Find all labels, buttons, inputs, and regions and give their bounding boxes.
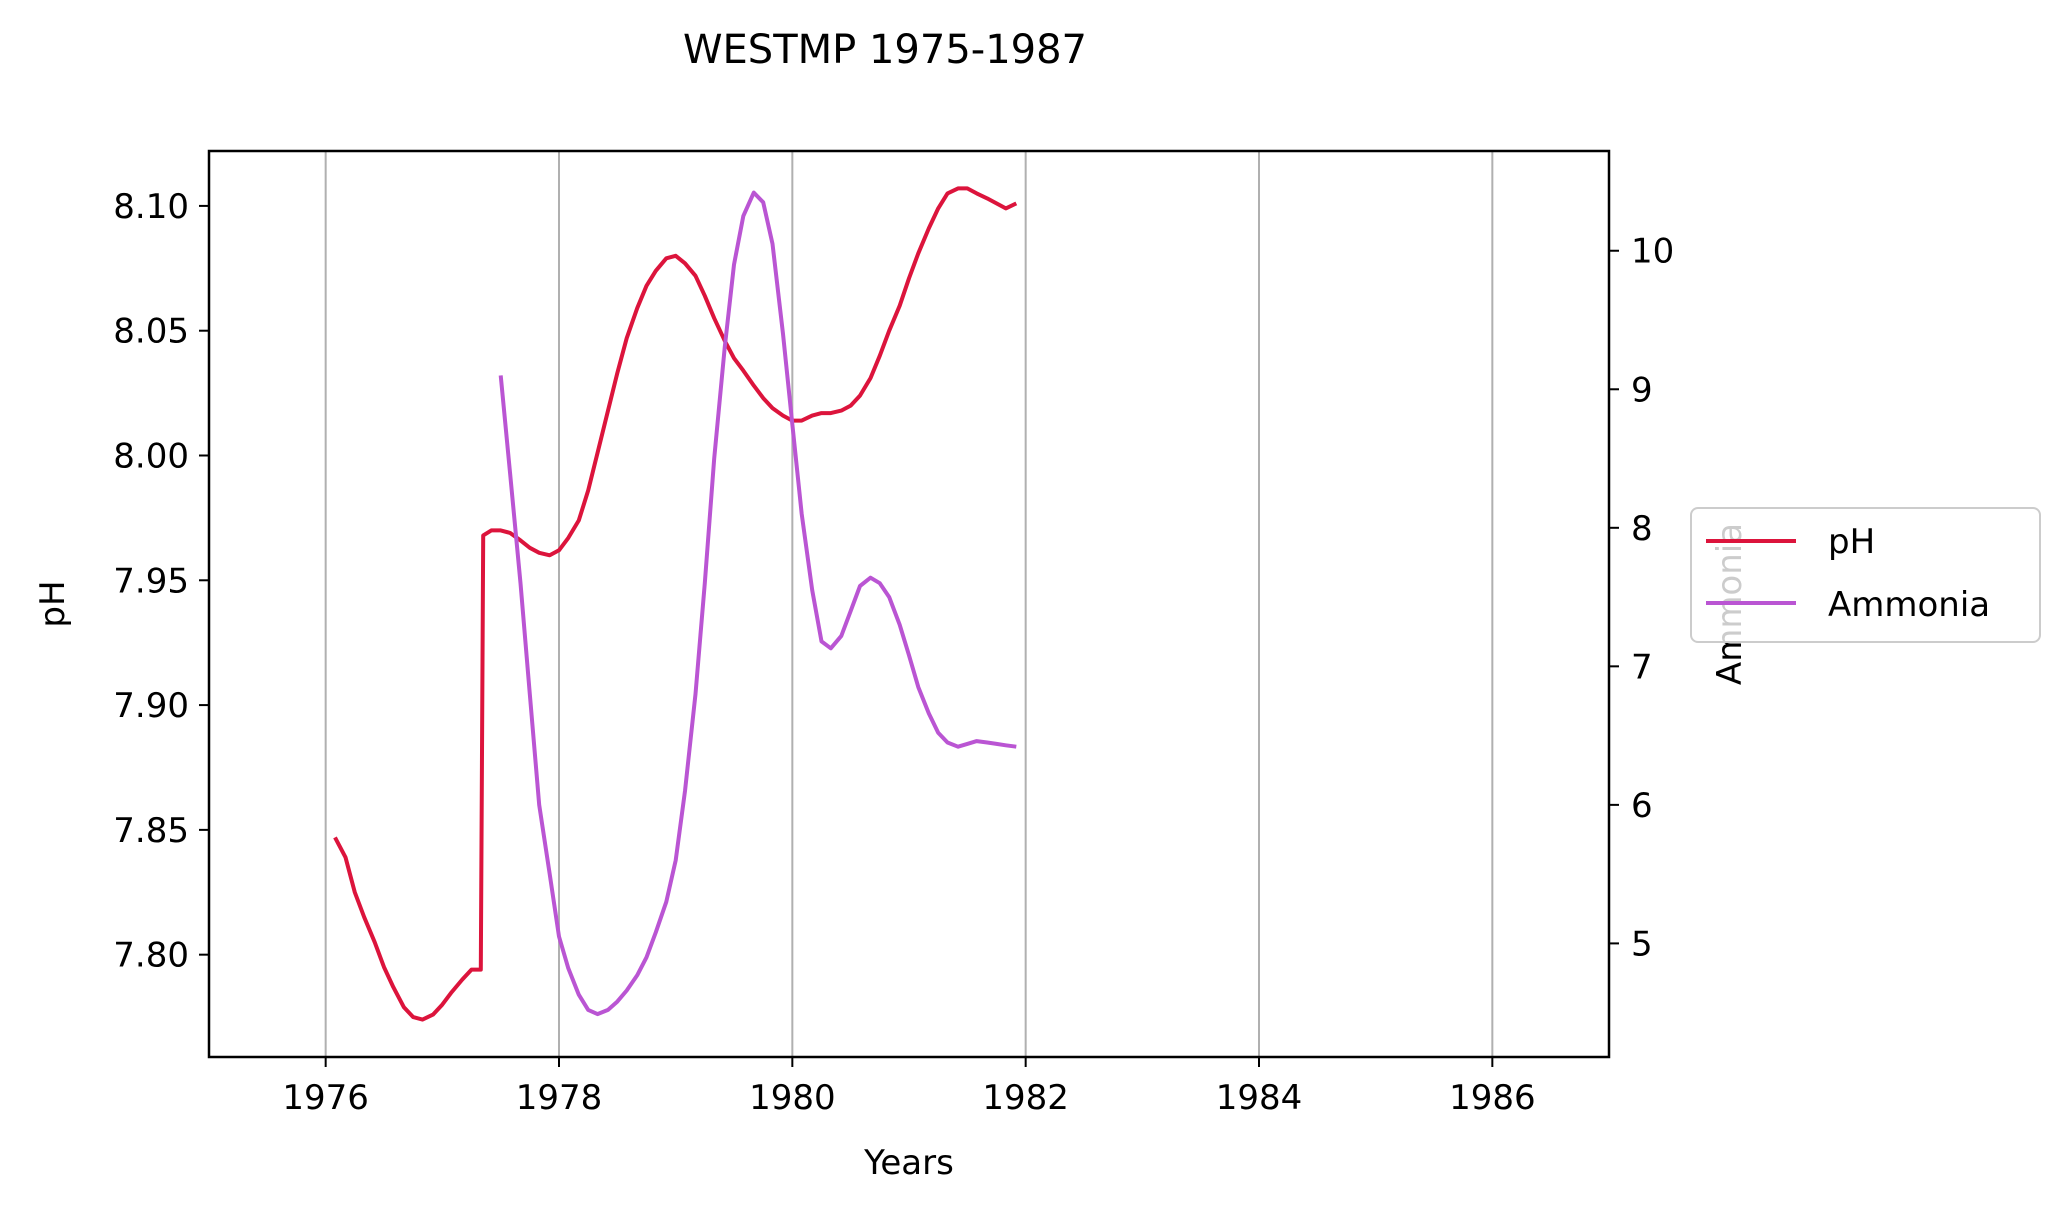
y-tick-label-7.85: 7.85 (113, 811, 189, 851)
y-tick-label-7.90: 7.90 (113, 686, 189, 726)
series-line-ph (333, 186, 1018, 1022)
grid-layer (324, 151, 1494, 1057)
x-tick-label-1982: 1982 (982, 1078, 1069, 1118)
series-line-ammonia (498, 190, 1017, 1017)
x-tick-label-1984: 1984 (1216, 1078, 1303, 1118)
legend-label-ph: pH (1828, 522, 1875, 562)
x-tick-label-1986: 1986 (1449, 1078, 1536, 1118)
x-axis-label: Years (863, 1143, 954, 1183)
x-tick-label-1980: 1980 (749, 1078, 836, 1118)
x-tick-label-1976: 1976 (282, 1078, 369, 1118)
y2-tick-label-6: 6 (1631, 786, 1653, 826)
y-axis-right: 5 6 7 8 9 10 (1609, 232, 1674, 964)
x-axis: 1976 1978 1980 1982 1984 1986 (282, 1057, 1536, 1118)
y-axis-left: 7.80 7.85 7.90 7.95 8.00 8.05 8.10 (113, 187, 209, 976)
chart-title: WESTMP 1975-1987 (683, 27, 1087, 73)
y2-tick-label-10: 10 (1631, 232, 1674, 272)
legend-label-ammonia: Ammonia (1828, 585, 1990, 625)
y-tick-label-8.10: 8.10 (113, 187, 189, 227)
y-tick-label-8.05: 8.05 (113, 312, 189, 352)
plot-frame (207, 149, 1611, 1059)
y-tick-label-8.00: 8.00 (113, 436, 189, 476)
series-layer (333, 186, 1018, 1022)
y2-tick-label-8: 8 (1631, 509, 1653, 549)
y2-tick-label-7: 7 (1631, 647, 1653, 687)
y-axis-label: pH (33, 580, 73, 627)
y-tick-label-7.80: 7.80 (113, 936, 189, 976)
y2-tick-label-5: 5 (1631, 924, 1653, 964)
x-tick-label-1978: 1978 (516, 1078, 603, 1118)
y-tick-label-7.95: 7.95 (113, 561, 189, 601)
legend: pH Ammonia (1690, 507, 2041, 643)
y2-tick-label-9: 9 (1631, 370, 1653, 410)
